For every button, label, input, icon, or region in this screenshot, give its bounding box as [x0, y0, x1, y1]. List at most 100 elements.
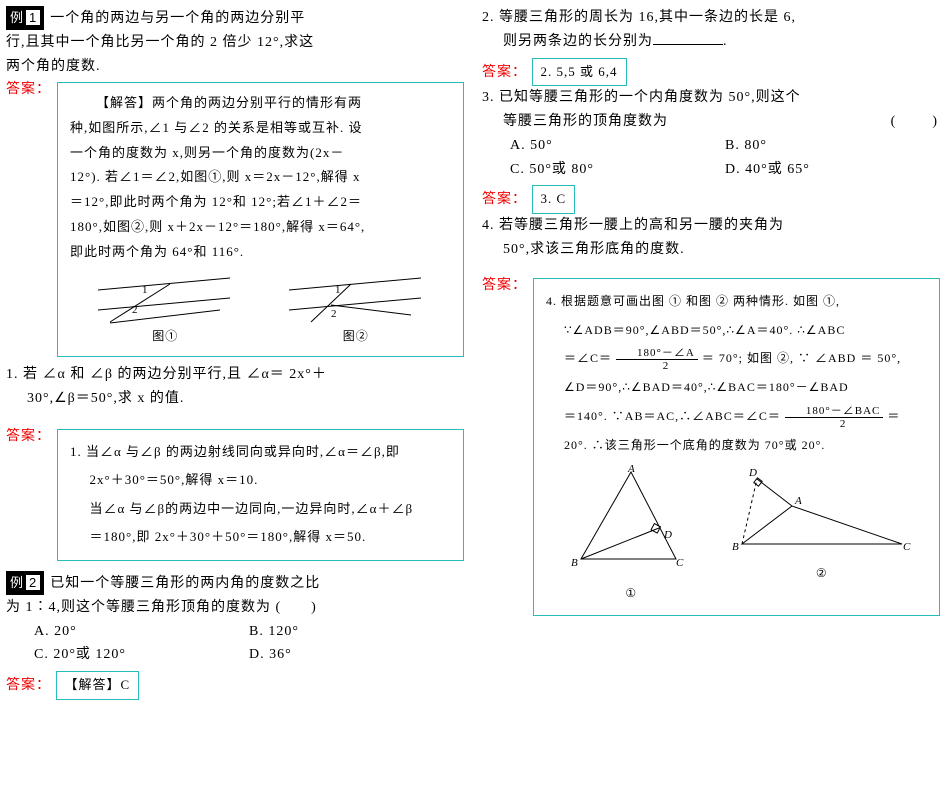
svg-text:2: 2 [331, 308, 338, 320]
ex1-fig1: 1 2 图① [90, 270, 240, 348]
q2-line2: 则另两条边的长分别为. [482, 30, 940, 54]
fig1-label: ① [556, 579, 706, 608]
q2-answer-box: 2. 5,5 或 6,4 [532, 58, 627, 87]
q2-line1: 2. 等腰三角形的周长为 16,其中一条边的长是 6, [482, 6, 940, 30]
answer-label: 答案： [482, 274, 527, 298]
frac2-den: 2 [785, 418, 884, 430]
frac2-num: 180°－∠BAC [785, 405, 884, 418]
q4-sol-head: 4. 根据题意可画出图 ① 和图 ② 两种情形. 如图 ①, [546, 287, 927, 316]
q4-sol-d: ＝140°. ∵AB＝AC,∴∠ABC＝∠C＝ 180°－∠BAC2 ＝ [546, 402, 927, 431]
q3-options-row2: C. 50°或 80° D. 40°或 65° [510, 158, 940, 182]
q1-line1: 1. 若 ∠α 和 ∠β 的两边分别平行,且 ∠α＝ 2x°＋ [6, 363, 464, 387]
question-4: 4. 若等腰三角形一腰上的高和另一腰的夹角为 50°,求该三角形底角的度数. [482, 214, 940, 262]
question-1: 1. 若 ∠α 和 ∠β 的两边分别平行,且 ∠α＝ 2x°＋ 30°,∠β＝5… [6, 363, 464, 411]
opt-b: B. 80° [725, 134, 940, 158]
opt-d: D. 40°或 65° [725, 158, 940, 182]
q4-sol-c: ∠D＝90°,∴∠BAD＝40°,∴∠BAC＝180°－∠BAD [546, 373, 927, 402]
answer-label: 答案： [6, 425, 51, 449]
svg-text:A: A [627, 464, 636, 475]
q4-figures: A D B C ① D A B [546, 464, 927, 608]
parallel-lines-fig1: 1 2 [90, 270, 240, 325]
q4-line1: 4. 若等腰三角形一腰上的高和另一腰的夹角为 [482, 214, 940, 238]
q1-sol-1: 1. 当∠α 与∠β 的两边射线同向或异向时,∠α＝∠β,即 [70, 438, 451, 467]
q3-answer-box: 3. C [532, 185, 576, 214]
parallel-lines-fig2: 1 2 [281, 270, 431, 325]
answer-label: 答案： [6, 78, 51, 102]
answer-label: 答案： [6, 678, 51, 693]
svg-text:C: C [676, 557, 684, 569]
triangle-fig2: D A B C [727, 464, 917, 559]
svg-text:B: B [732, 541, 740, 553]
q4-solution-box: 4. 根据题意可画出图 ① 和图 ② 两种情形. 如图 ①, ∵∠ADB＝90°… [533, 278, 940, 617]
ex1-sol-1: 【解答】两个角的两边分别平行的情形有两 [70, 91, 451, 116]
ex1-line1: 一个角的两边与另一个角的两边分别平 [50, 11, 305, 26]
fraction-1: 180°－∠A2 [616, 347, 698, 372]
fig2-label: ② [727, 559, 917, 588]
q1-line2: 30°,∠β＝50°,求 x 的值. [6, 387, 464, 411]
svg-text:D: D [663, 529, 673, 541]
q1-sol-3: 当∠α 与∠β的两边中一边同向,一边异向时,∠α＋∠β [70, 495, 451, 524]
blank-underline [653, 31, 723, 45]
question-2: 2. 等腰三角形的周长为 16,其中一条边的长是 6, 则另两条边的长分别为. … [482, 6, 940, 86]
svg-text:A: A [794, 495, 803, 507]
tag-num: 1 [26, 10, 40, 25]
q1-sol-4: ＝180°,即 2x°＋30°＋50°＝180°,解得 x＝50. [70, 523, 451, 552]
answer-label: 答案： [482, 65, 527, 80]
ex2-options-row2: C. 20°或 120° D. 36° [34, 643, 464, 667]
svg-text:B: B [571, 557, 579, 569]
q2-period: . [723, 34, 728, 49]
left-column: 例1 一个角的两边与另一个角的两边分别平 行,且其中一个角比另一个角的 2 倍少… [6, 6, 464, 786]
q4-line2: 50°,求该三角形底角的度数. [482, 238, 940, 262]
q1-sol-2: 2x°＋30°＝50°,解得 x＝10. [70, 466, 451, 495]
ex1-line3: 两个角的度数. [6, 55, 464, 79]
ex1-sol-5: ＝12°,即此时两个角为 12°和 12°;若∠1＋∠2＝ [70, 190, 451, 215]
fig1-label: 图① [90, 325, 240, 348]
q4-fig2: D A B C ② [727, 464, 917, 608]
right-column: 2. 等腰三角形的周长为 16,其中一条边的长是 6, 则另两条边的长分别为. … [482, 6, 940, 786]
ex1-fig2: 1 2 图② [281, 270, 431, 348]
opt-c: C. 50°或 80° [510, 158, 725, 182]
q4-d-post: ＝ [887, 409, 900, 423]
ex1-sol-4: 12°). 若∠1＝∠2,如图①,则 x＝2x－12°,解得 x [70, 165, 451, 190]
tag-prefix: 例 [10, 575, 24, 590]
q3-paren: ( ) [870, 110, 940, 134]
svg-text:C: C [903, 541, 911, 553]
q3-l2-text: 等腰三角形的顶角度数为 [482, 110, 668, 134]
svg-text:D: D [748, 467, 758, 479]
ex1-sol-2: 种,如图所示,∠1 与∠2 的关系是相等或互补. 设 [70, 116, 451, 141]
triangle-fig1: A D B C [556, 464, 706, 579]
q3-line1: 3. 已知等腰三角形的一个内角度数为 50°,则这个 [482, 86, 940, 110]
q3-line2: 等腰三角形的顶角度数为 ( ) [482, 110, 940, 134]
opt-b: B. 120° [249, 620, 464, 644]
tag-num: 2 [26, 575, 40, 590]
q1-answer-row: 答案： 1. 当∠α 与∠β 的两边射线同向或异向时,∠α＝∠β,即 2x°＋3… [6, 425, 464, 561]
ex2-answer-box: 【解答】C [56, 671, 140, 700]
ex1-solution-box: 【解答】两个角的两边分别平行的情形有两 种,如图所示,∠1 与∠2 的关系是相等… [57, 82, 464, 357]
example-1-tag: 例1 [6, 6, 44, 30]
q4-answer-row: 答案： 4. 根据题意可画出图 ① 和图 ② 两种情形. 如图 ①, ∵∠ADB… [482, 274, 940, 617]
ex1-figures: 1 2 图① 1 2 图② [70, 270, 451, 348]
q4-b-pre: ＝∠C＝ [564, 351, 612, 365]
ex1-sol-6: 180°,如图②,则 x＋2x－12°＝180°,解得 x＝64°, [70, 215, 451, 240]
q1-solution-box: 1. 当∠α 与∠β 的两边射线同向或异向时,∠α＝∠β,即 2x°＋30°＝5… [57, 429, 464, 561]
opt-c: C. 20°或 120° [34, 643, 249, 667]
q4-fig1: A D B C ① [556, 464, 706, 608]
frac1-num: 180°－∠A [616, 347, 698, 360]
ex1-line2: 行,且其中一个角比另一个角的 2 倍少 12°,求这 [6, 31, 464, 55]
q4-d-pre: ＝140°. ∵AB＝AC,∴∠ABC＝∠C＝ [564, 409, 781, 423]
q4-sol-b: ＝∠C＝ 180°－∠A2 ＝ 70°; 如图 ②, ∵ ∠ABD ＝ 50°, [546, 344, 927, 373]
svg-text:1: 1 [335, 284, 342, 296]
answer-label: 答案： [482, 192, 527, 207]
tag-prefix: 例 [10, 10, 24, 25]
ex2-line2: 为 1∶4,则这个等腰三角形顶角的度数为 ( ) [6, 596, 464, 620]
q3-options-row1: A. 50° B. 80° [510, 134, 940, 158]
ex1-sol-3: 一个角的度数为 x,则另一个角的度数为(2x－ [70, 141, 451, 166]
opt-a: A. 20° [34, 620, 249, 644]
svg-text:2: 2 [132, 304, 139, 316]
frac1-den: 2 [616, 360, 698, 372]
svg-text:1: 1 [142, 284, 149, 296]
question-3: 3. 已知等腰三角形的一个内角度数为 50°,则这个 等腰三角形的顶角度数为 (… [482, 86, 940, 214]
example-2-tag: 例2 [6, 571, 44, 595]
ex1-answer-row: 答案： 【解答】两个角的两边分别平行的情形有两 种,如图所示,∠1 与∠2 的关… [6, 78, 464, 357]
ex2-line1: 已知一个等腰三角形的两内角的度数之比 [50, 576, 320, 591]
